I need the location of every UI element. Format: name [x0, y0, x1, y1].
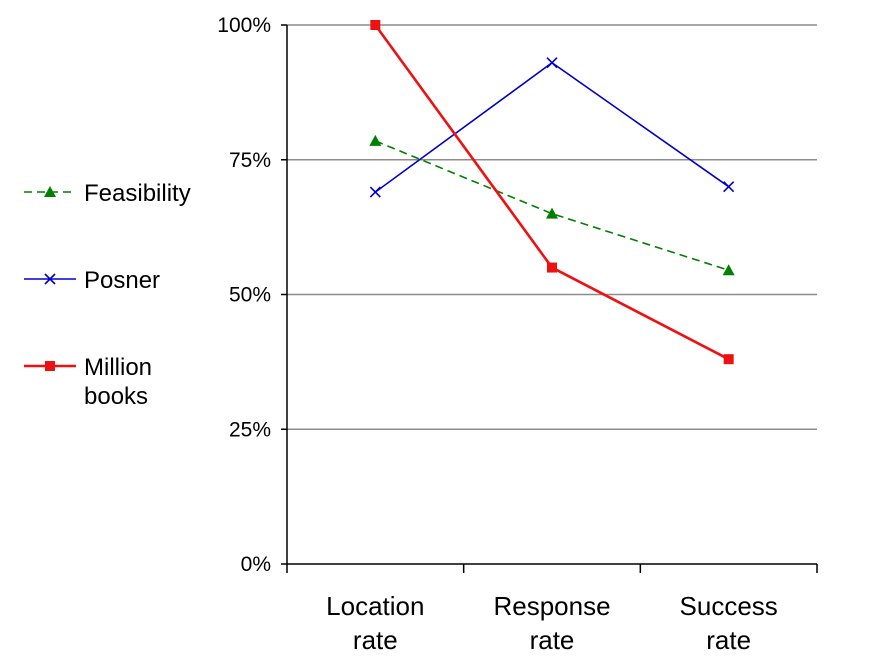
y-tick-label: 100%: [217, 14, 271, 37]
x-category-label: rate: [530, 625, 575, 655]
series-lines: [369, 20, 735, 365]
legend-marker-feasibility: [44, 186, 56, 197]
data-point-posner: [546, 57, 558, 69]
gridlines: [287, 24, 817, 430]
x-category-label: Response: [493, 591, 610, 621]
data-point-feasibility: [722, 264, 735, 276]
y-tick-label: 50%: [229, 284, 271, 307]
axis-labels: 0% 25% 50% 75% 100% Location rate Response rate S…: [217, 14, 778, 655]
y-tick-label: 75%: [229, 149, 271, 172]
axes: [281, 24, 818, 573]
data-point-posner: [723, 181, 735, 193]
series-line-million-books: [374, 24, 730, 361]
series-line-posner: [374, 61, 730, 193]
x-category-label: Location: [326, 591, 424, 621]
data-point-feasibility: [546, 207, 558, 219]
legend-label-million-books: Million: [84, 354, 152, 381]
y-tick-label: 25%: [229, 418, 271, 441]
legend-label-posner: Posner: [84, 267, 160, 294]
data-point-million-books: [547, 262, 557, 273]
legend-label-feasibility: Feasibility: [84, 180, 191, 207]
legend-label-million-books: books: [84, 383, 148, 410]
data-point-feasibility: [369, 134, 382, 146]
legend-marker-million-books: [45, 361, 55, 371]
data-point-million-books: [370, 20, 381, 30]
y-tick-label: 0%: [241, 553, 271, 576]
data-point-million-books: [723, 354, 734, 365]
series-line-feasibility: [375, 140, 729, 272]
x-category-label: Success: [680, 591, 778, 621]
x-category-label: rate: [353, 625, 398, 655]
x-category-label: rate: [706, 625, 751, 655]
data-point-posner: [369, 186, 381, 198]
legend-marker-posner: [44, 273, 56, 285]
